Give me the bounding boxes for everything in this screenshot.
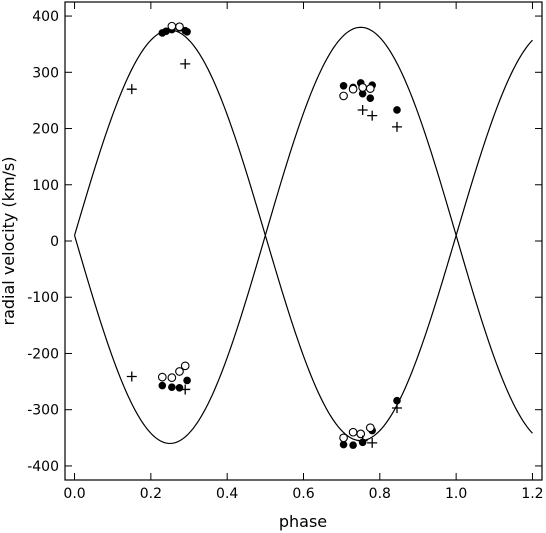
plus-point <box>367 110 378 121</box>
x-tick-label: 0.4 <box>216 486 238 502</box>
y-tick-label: -100 <box>27 290 59 306</box>
x-tick-label: 0.2 <box>140 486 162 502</box>
plus-point <box>357 435 368 446</box>
filled-circle-point <box>339 440 348 449</box>
filled-circle-point <box>168 383 176 392</box>
filled-circle-point <box>366 94 375 102</box>
y-tick-label: 300 <box>32 65 59 81</box>
open-circle-point <box>175 367 184 376</box>
rv-curve <box>73 26 533 445</box>
plus-point <box>126 371 137 382</box>
open-circle-point <box>348 84 358 94</box>
open-circle-point <box>175 22 184 32</box>
filled-circle-point <box>358 89 367 98</box>
axes: 0.0 0.2 0.4 0.6 0.8 1.0 1.2 -400 -300 -200 -100 0 10… <box>27 2 544 502</box>
open-circle-point <box>339 433 348 443</box>
plot-frame <box>64 1 543 481</box>
filled-circle-point <box>162 27 170 36</box>
filled-circle-point <box>393 396 401 405</box>
x-tick-label: 1.0 <box>445 486 467 502</box>
filled-circle-point <box>349 441 357 449</box>
open-circle-point <box>339 91 348 101</box>
open-circle-point <box>157 372 167 382</box>
plus-point <box>367 437 378 448</box>
open-circle-point <box>356 429 366 439</box>
open-circle-point <box>348 427 358 437</box>
y-tick-label: -300 <box>27 403 59 419</box>
filled-circle-point <box>339 81 348 90</box>
x-tick-label: 0.0 <box>63 486 85 502</box>
open-circle-point <box>180 361 190 371</box>
filled-circle-point <box>393 106 401 114</box>
x-tick-label: 0.6 <box>292 486 314 502</box>
y-tick-label: 100 <box>32 178 59 194</box>
data-points <box>126 21 402 449</box>
open-circle-point <box>167 21 177 31</box>
open-circle-point <box>167 373 177 383</box>
filled-circle-point <box>183 376 191 385</box>
y-axis-title: radial velocity (km/s) <box>0 157 18 326</box>
plus-point <box>180 58 191 69</box>
filled-circle-point <box>158 381 167 390</box>
plus-point <box>391 403 402 414</box>
rv-curve <box>73 29 533 442</box>
y-tick-label: 0 <box>50 234 59 250</box>
y-tick-label: 400 <box>32 9 59 25</box>
plus-point <box>126 84 137 95</box>
y-tick-label: -200 <box>27 346 59 362</box>
open-circle-point <box>365 423 375 433</box>
y-tick-label: 200 <box>32 122 59 138</box>
plus-point <box>357 104 368 115</box>
plus-point <box>391 121 402 132</box>
plus-point <box>180 384 191 395</box>
open-circle-point <box>365 84 375 93</box>
y-tick-label: -400 <box>27 459 59 475</box>
filled-circle-point <box>175 383 184 392</box>
filled-circle-point <box>183 28 191 36</box>
x-axis-title: phase <box>279 512 327 531</box>
open-circle-point <box>358 83 367 92</box>
x-tick-label: 1.2 <box>521 486 543 502</box>
x-tick-label: 0.8 <box>369 486 391 502</box>
orbit-curves <box>73 26 533 445</box>
